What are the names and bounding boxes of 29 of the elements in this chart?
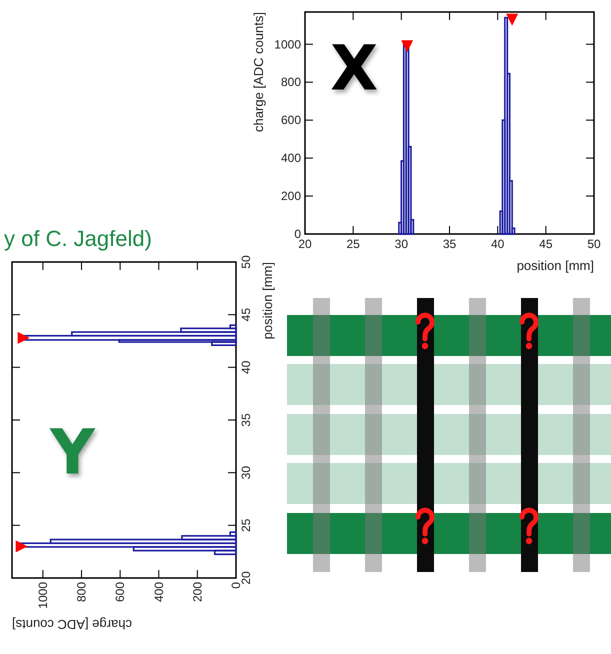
x-tick-label: 45 [539,237,553,251]
y-tick-label: 25 [239,518,253,532]
x-tick-label: 40 [490,237,505,251]
x-tick-label: 400 [152,582,166,602]
x-tick-label: 30 [394,237,408,251]
text: y of C. Jagfeld) [4,226,152,251]
y-tick-label: 400 [280,151,302,166]
x-tick-label: 600 [113,582,128,602]
y-tick-label: 800 [280,75,302,90]
x-axis-title: position [mm] [516,258,594,273]
x-tick-label: 800 [74,582,89,602]
x-axis-title: charge [ADC counts] [12,617,132,632]
y-tick-label: 30 [239,466,253,480]
x-tick-label: 25 [346,237,360,251]
y-tick-label: 35 [239,413,253,427]
x-tick-label: 200 [190,582,204,602]
annotation: X [330,32,378,104]
annotation: Y [49,416,96,489]
x-tick-label: 1000 [36,582,50,609]
y-tick-label: 40 [239,360,253,374]
x-tick-label: 50 [587,237,601,251]
y-tick-label: 200 [280,189,302,204]
y-axis-title: charge [ADC counts] [251,12,266,132]
y-tick-label: 1000 [274,37,302,52]
y-tick-label: 45 [239,308,253,322]
y-tick-label: 50 [239,255,253,269]
x-tick-label: 35 [442,237,456,251]
y-axis-title: position [mm] [260,262,275,340]
y-tick-label: 600 [280,113,302,128]
